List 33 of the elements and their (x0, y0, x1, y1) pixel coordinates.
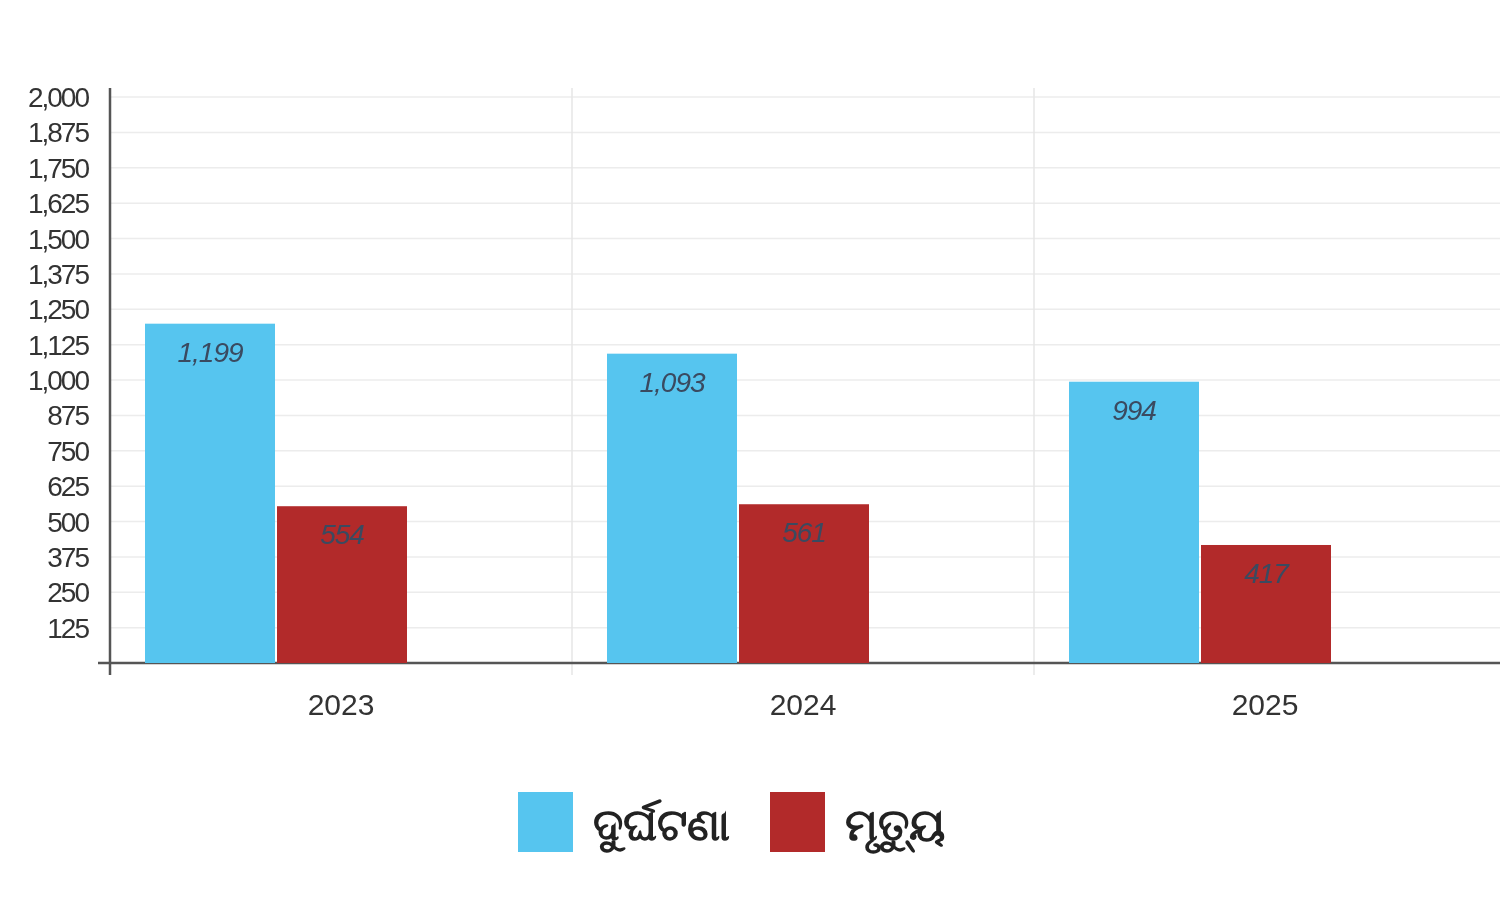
data-label: 417 (1244, 557, 1291, 589)
y-tick-label: 1,500 (27, 223, 90, 255)
y-tick-label: 1,375 (27, 258, 90, 290)
data-label: 561 (782, 517, 826, 549)
bar (145, 323, 275, 663)
bar (1201, 544, 1331, 663)
y-tick-label: 250 (47, 577, 90, 609)
y-tick-label: 1,750 (27, 152, 90, 184)
y-tick-label: 750 (47, 435, 90, 467)
legend-label: ମୃତ୍ୟୁ (845, 800, 945, 854)
data-label: 994 (1112, 394, 1157, 426)
x-tick-label: 2023 (307, 688, 375, 721)
y-tick-label: 1,625 (27, 188, 90, 220)
y-tick-label: 125 (47, 612, 90, 644)
data-label: 1,199 (177, 336, 243, 368)
x-tick-label: 2025 (1231, 688, 1299, 721)
bar (277, 506, 407, 663)
y-tick-label: 2,000 (27, 82, 90, 113)
x-tick-label: 2024 (769, 688, 837, 721)
bar (739, 504, 869, 663)
y-tick-label: 875 (47, 400, 90, 432)
y-tick-label: 1,875 (27, 117, 90, 149)
bar (607, 353, 737, 663)
y-tick-label: 625 (47, 471, 90, 503)
data-label: 554 (320, 519, 365, 551)
y-tick-label: 500 (47, 506, 90, 538)
y-tick-label: 375 (47, 541, 90, 573)
data-label: 1,093 (639, 366, 706, 398)
y-tick-label: 1,125 (27, 329, 90, 361)
legend-label: ଦୁର୍ଘଟଣା (593, 799, 730, 853)
y-tick-label: 1,250 (27, 294, 90, 326)
y-tick-label: 1,000 (27, 365, 90, 396)
bar (1069, 381, 1199, 663)
